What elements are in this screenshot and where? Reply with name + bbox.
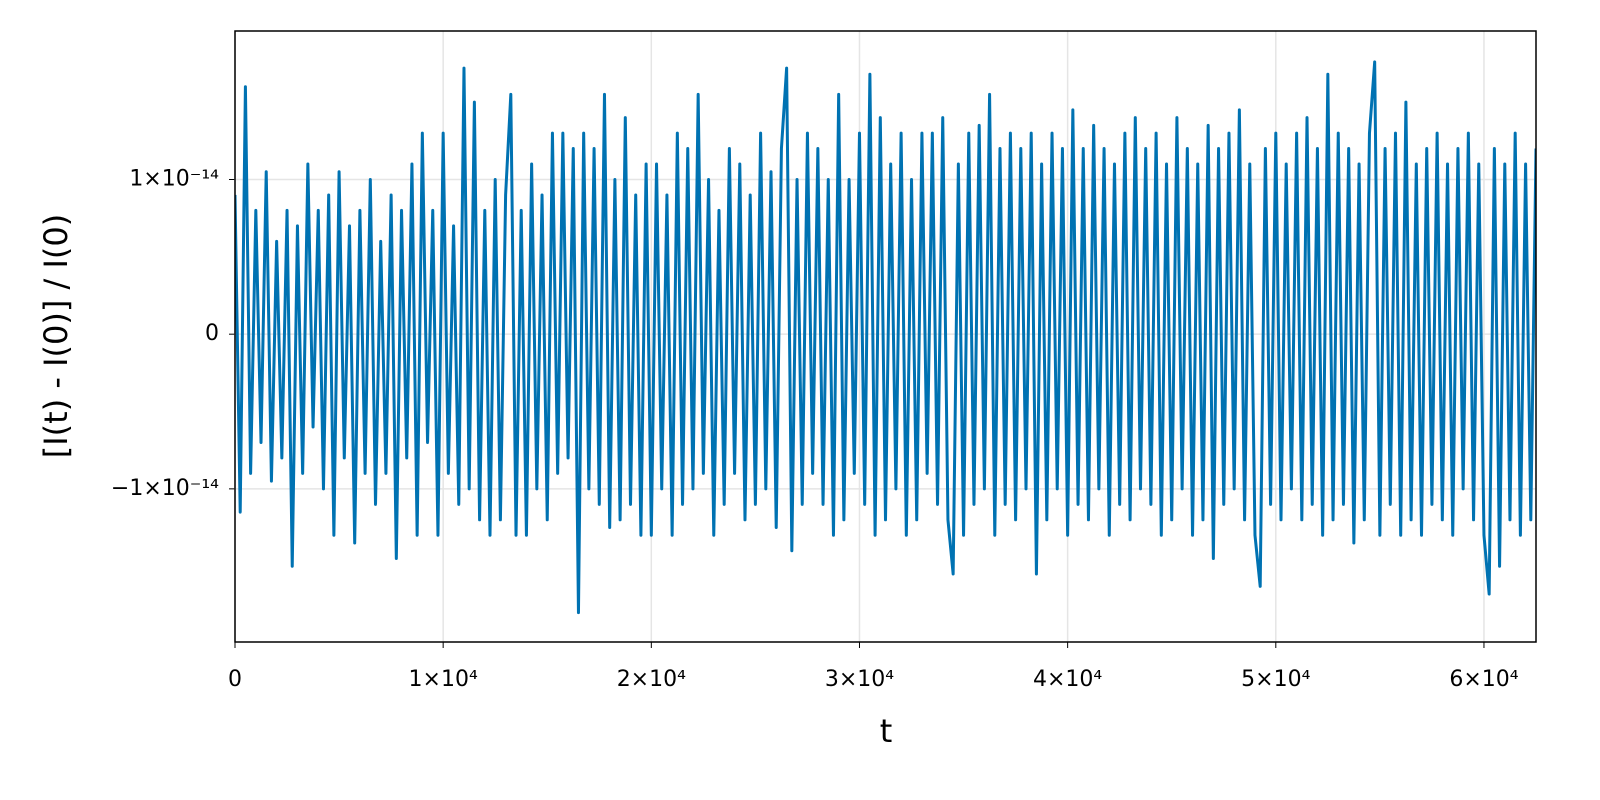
- x-tick-label: 1×10⁴: [409, 667, 478, 692]
- y-tick-label: −1×10⁻¹⁴: [111, 476, 219, 501]
- y-tick-label: 1×10⁻¹⁴: [129, 166, 219, 191]
- x-tick-label: 2×10⁴: [617, 667, 686, 692]
- y-tick-label: 0: [205, 321, 219, 346]
- x-tick-label: 4×10⁴: [1033, 667, 1102, 692]
- x-tick-label: 5×10⁴: [1241, 667, 1310, 692]
- x-tick-label: 6×10⁴: [1449, 667, 1518, 692]
- x-tick-label: 3×10⁴: [825, 667, 894, 692]
- data-line: [235, 60, 1536, 615]
- y-axis-label: [I(t) - I(0)] / I(0): [37, 214, 75, 458]
- x-axis-label: t: [880, 712, 893, 750]
- plot-frame: [234, 30, 1537, 643]
- x-tick-label: 0: [228, 667, 242, 692]
